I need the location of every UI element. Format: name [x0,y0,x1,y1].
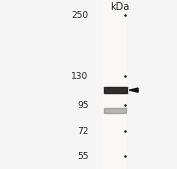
Text: 95: 95 [77,101,88,110]
Text: 250: 250 [71,11,88,20]
Text: 55: 55 [77,152,88,161]
Bar [103,0,127,169]
Text: 130: 130 [71,72,88,81]
Text: 72: 72 [77,127,88,136]
Polygon shape [129,88,138,92]
Text: kDa: kDa [110,2,129,12]
